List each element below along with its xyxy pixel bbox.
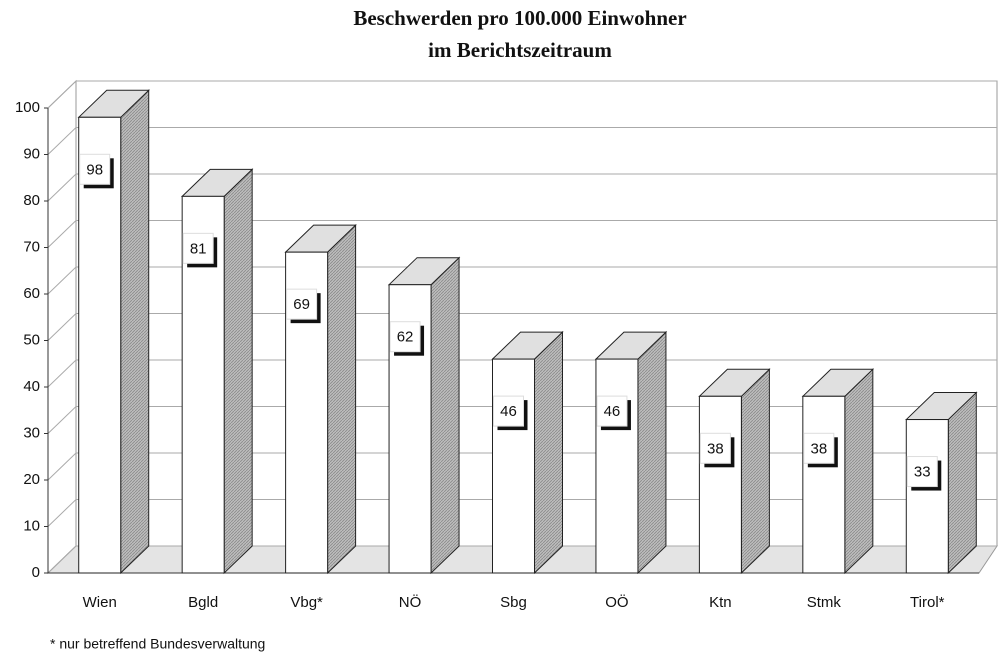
y-tick-label: 0 [32,564,40,581]
bar [698,395,742,574]
grid-line [47,359,997,388]
y-tick-label: 20 [23,471,40,488]
data-label: 33 [914,464,931,481]
bar-side [947,391,977,575]
bar [492,358,535,574]
grid-line [47,406,997,434]
data-label: 46 [500,403,517,420]
chart-title: im Berichtszeitraum [428,38,612,62]
grid-line [47,499,997,527]
bar-side [740,368,770,575]
x-tick-label: Vbg* [290,594,323,611]
label-box [182,232,214,264]
grid-line [47,266,997,295]
x-tick-label: Bgld [188,594,218,611]
grid-line [47,80,997,109]
x-tick-label: OÖ [605,593,628,611]
grid-line [47,545,997,574]
bar-side [327,223,357,575]
data-label: 69 [293,296,310,313]
y-tick-label: 50 [23,331,40,348]
bar-side [844,368,874,575]
y-tick-label: 70 [23,238,40,255]
x-tick-label: Wien [83,594,117,611]
label-box [803,432,835,464]
y-tick-label: 10 [23,517,40,534]
data-label: 81 [190,240,207,257]
bar-side [223,168,253,575]
y-tick-label: 90 [23,145,40,162]
grid-line [47,220,997,248]
label-box [79,153,111,185]
y-tick-label: 30 [23,424,40,441]
bar-side [637,330,667,575]
label-box [596,395,628,427]
x-tick-label: Tirol* [910,594,945,611]
data-label: 38 [810,440,827,457]
x-tick-label: NÖ [399,593,422,611]
grid-line [47,173,997,202]
x-tick-label: Stmk [807,594,842,611]
data-label: 38 [707,440,724,457]
bar-side [534,330,563,575]
y-tick-label: 40 [23,378,40,395]
grid-line [47,452,997,481]
x-tick-label: Ktn [709,594,732,611]
label-box [493,395,524,427]
grid-line [47,127,997,155]
bar [595,358,639,574]
y-tick-label: 80 [23,192,40,209]
label-box [286,288,318,320]
label-box [699,432,731,464]
y-tick-label: 100 [15,99,40,116]
footnote: * nur betreffend Bundesverwaltung [50,636,265,652]
bar-side [430,256,460,575]
bar [802,395,846,574]
label-box [389,321,421,353]
y-tick-label: 60 [23,285,40,302]
grid-line [47,313,997,341]
bar [905,419,949,574]
data-label: 98 [86,161,103,178]
data-label: 62 [397,329,414,346]
bar-side [120,89,150,575]
label-box [906,456,938,488]
data-label: 46 [604,403,621,420]
x-tick-label: Sbg [500,594,527,611]
chart-title: Beschwerden pro 100.000 Einwohner [353,6,686,30]
bar [78,116,122,574]
